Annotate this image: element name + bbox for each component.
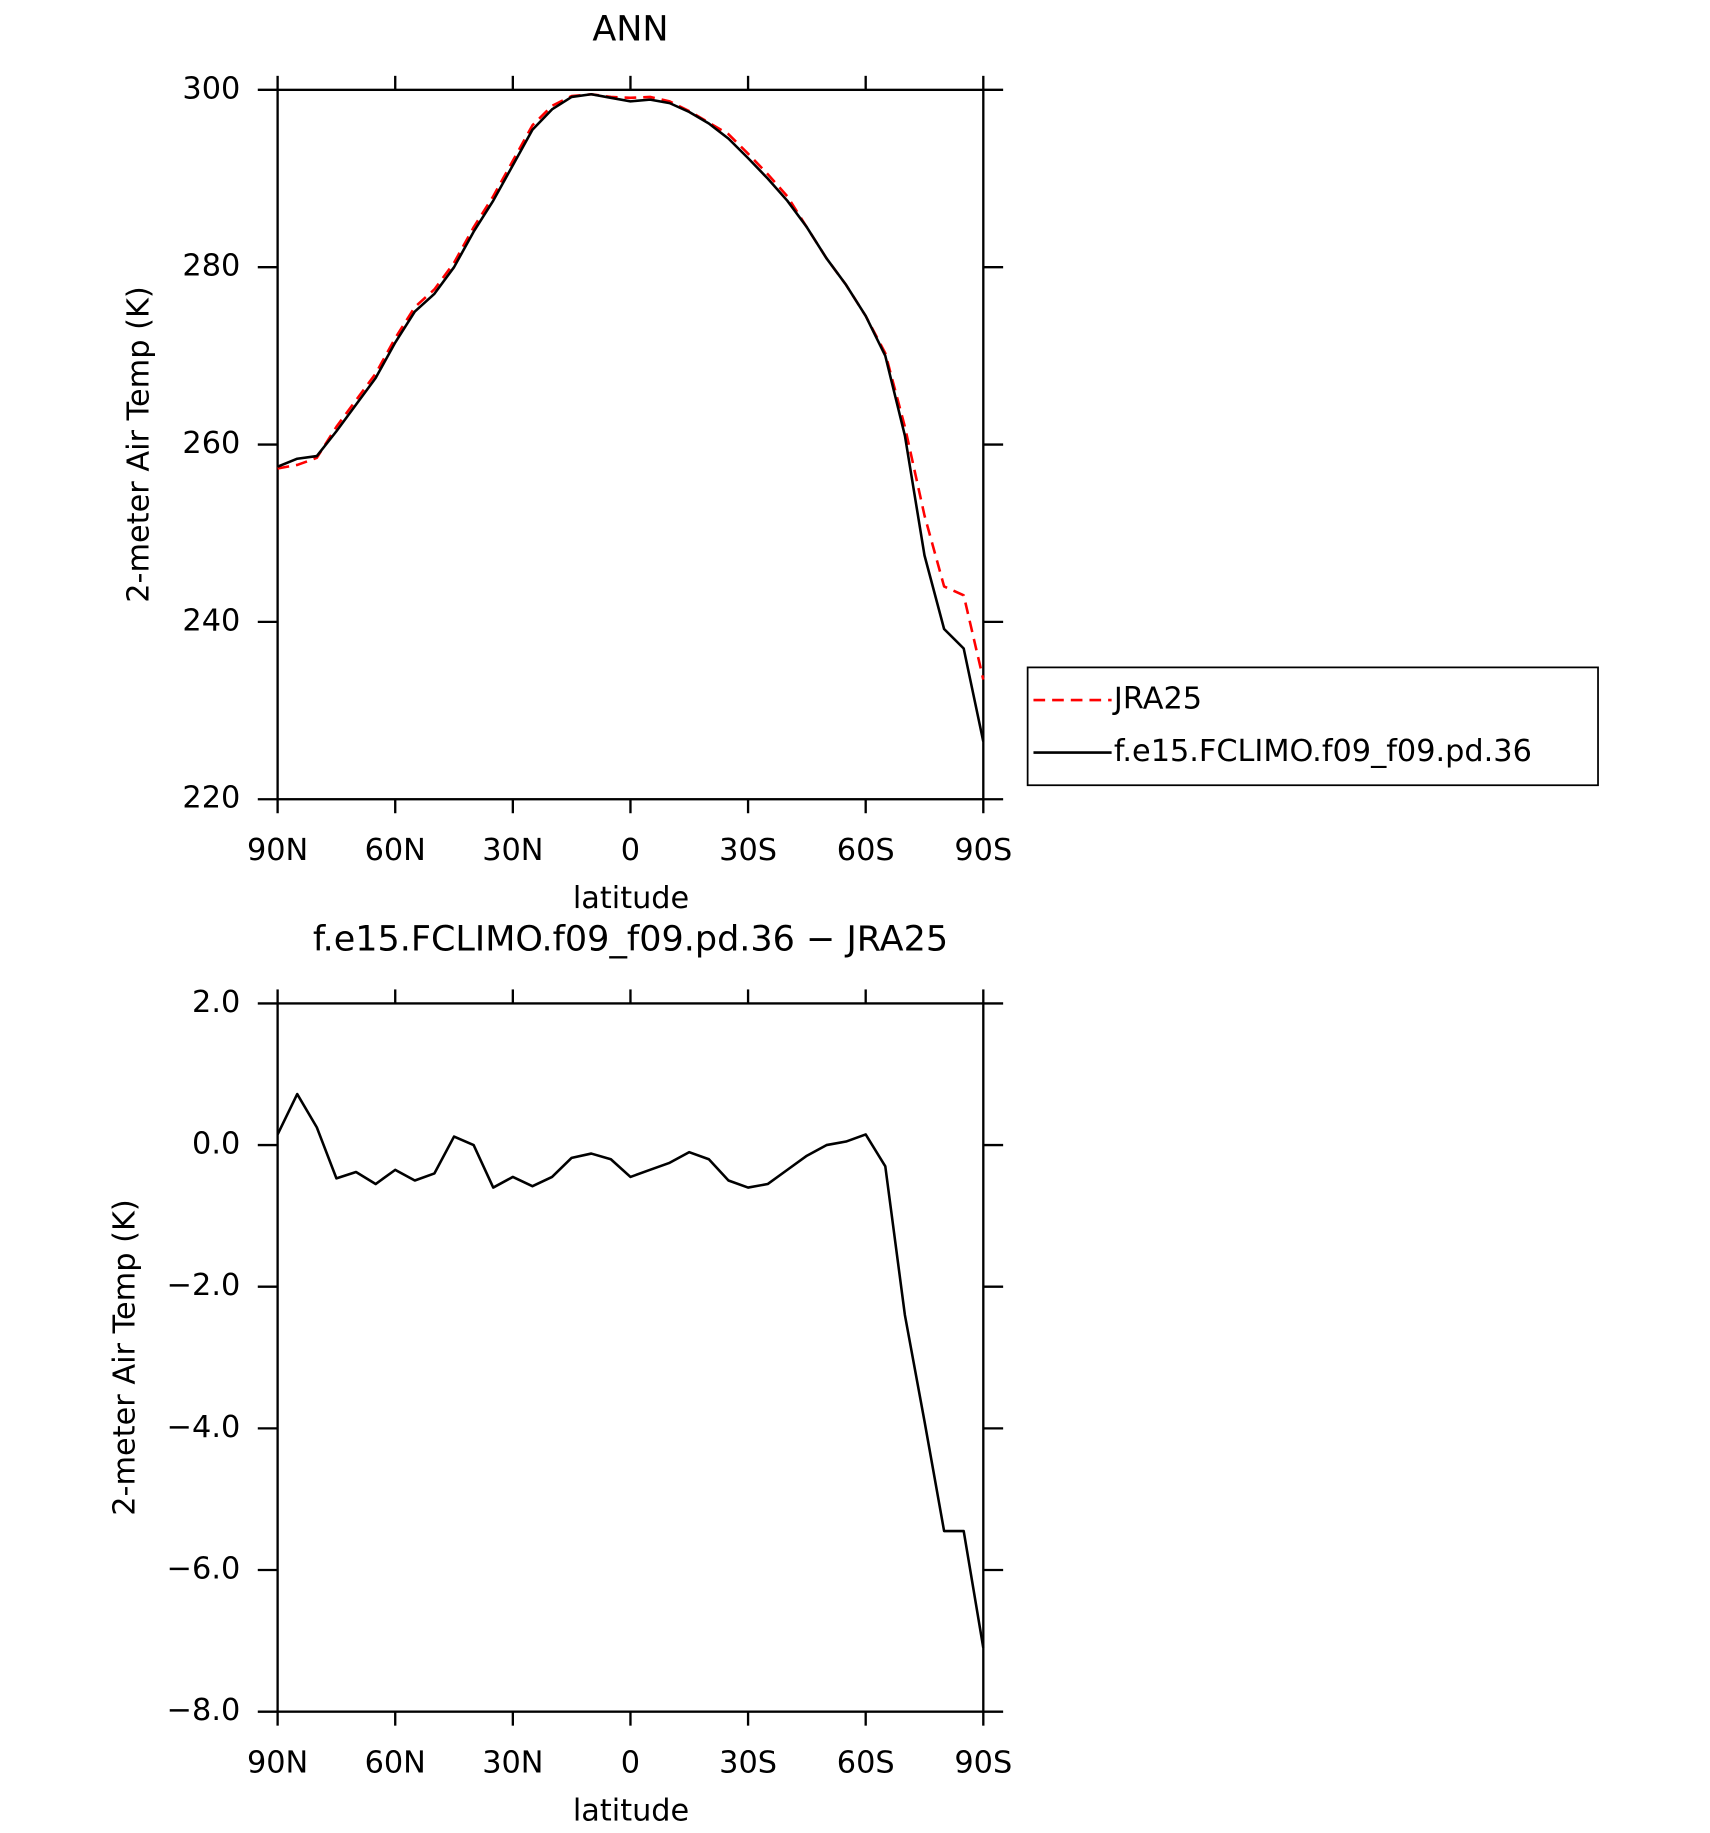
plot-frame — [276, 88, 985, 801]
x-tick-label: 60S — [837, 1746, 895, 1781]
y-tick-label: 300 — [182, 71, 240, 106]
y-tick-label: −8.0 — [167, 1693, 241, 1728]
x-tick-label: 90N — [247, 1746, 308, 1781]
legend-box — [1026, 666, 1599, 787]
x-tick-label: 90S — [954, 833, 1012, 868]
legend-label: JRA25 — [1112, 682, 1202, 717]
x-tick-label: 30N — [482, 1746, 543, 1781]
y-tick-label: 240 — [182, 603, 240, 638]
x-tick-label: 90N — [247, 833, 308, 868]
x-tick-label: 60N — [365, 833, 426, 868]
y-axis-label: 2-meter Air Temp (K) — [107, 1199, 142, 1515]
plot-frame — [276, 1002, 985, 1713]
data-line — [277, 92, 985, 680]
x-tick-label: 90S — [954, 1746, 1012, 1781]
x-axis-label: latitude — [573, 1793, 689, 1828]
x-tick-label: 30S — [719, 833, 777, 868]
y-tick-label: 0.0 — [192, 1127, 240, 1162]
x-tick-label: 0 — [621, 1746, 640, 1781]
x-tick-label: 30S — [719, 1746, 777, 1781]
y-tick-label: −2.0 — [167, 1268, 241, 1303]
x-axis-label: latitude — [573, 881, 689, 916]
y-axis-label: 2-meter Air Temp (K) — [121, 286, 156, 602]
y-tick-label: 280 — [182, 249, 240, 284]
x-tick-label: 60N — [365, 1746, 426, 1781]
y-tick-label: −4.0 — [167, 1410, 241, 1445]
chart-title: ANN — [592, 9, 668, 49]
data-line — [277, 92, 985, 742]
y-tick-label: 220 — [182, 781, 240, 816]
y-tick-label: 2.0 — [192, 985, 240, 1020]
x-tick-label: 0 — [621, 833, 640, 868]
legend-label: f.e15.FCLIMO.f09_f09.pd.36 — [1114, 734, 1532, 769]
data-line — [276, 1092, 985, 1649]
y-tick-label: −6.0 — [167, 1552, 241, 1587]
y-tick-label: 260 — [182, 426, 240, 461]
x-tick-label: 30N — [482, 833, 543, 868]
x-tick-label: 60S — [837, 833, 895, 868]
chart-title: f.e15.FCLIMO.f09_f09.pd.36 − JRA25 — [313, 919, 948, 959]
